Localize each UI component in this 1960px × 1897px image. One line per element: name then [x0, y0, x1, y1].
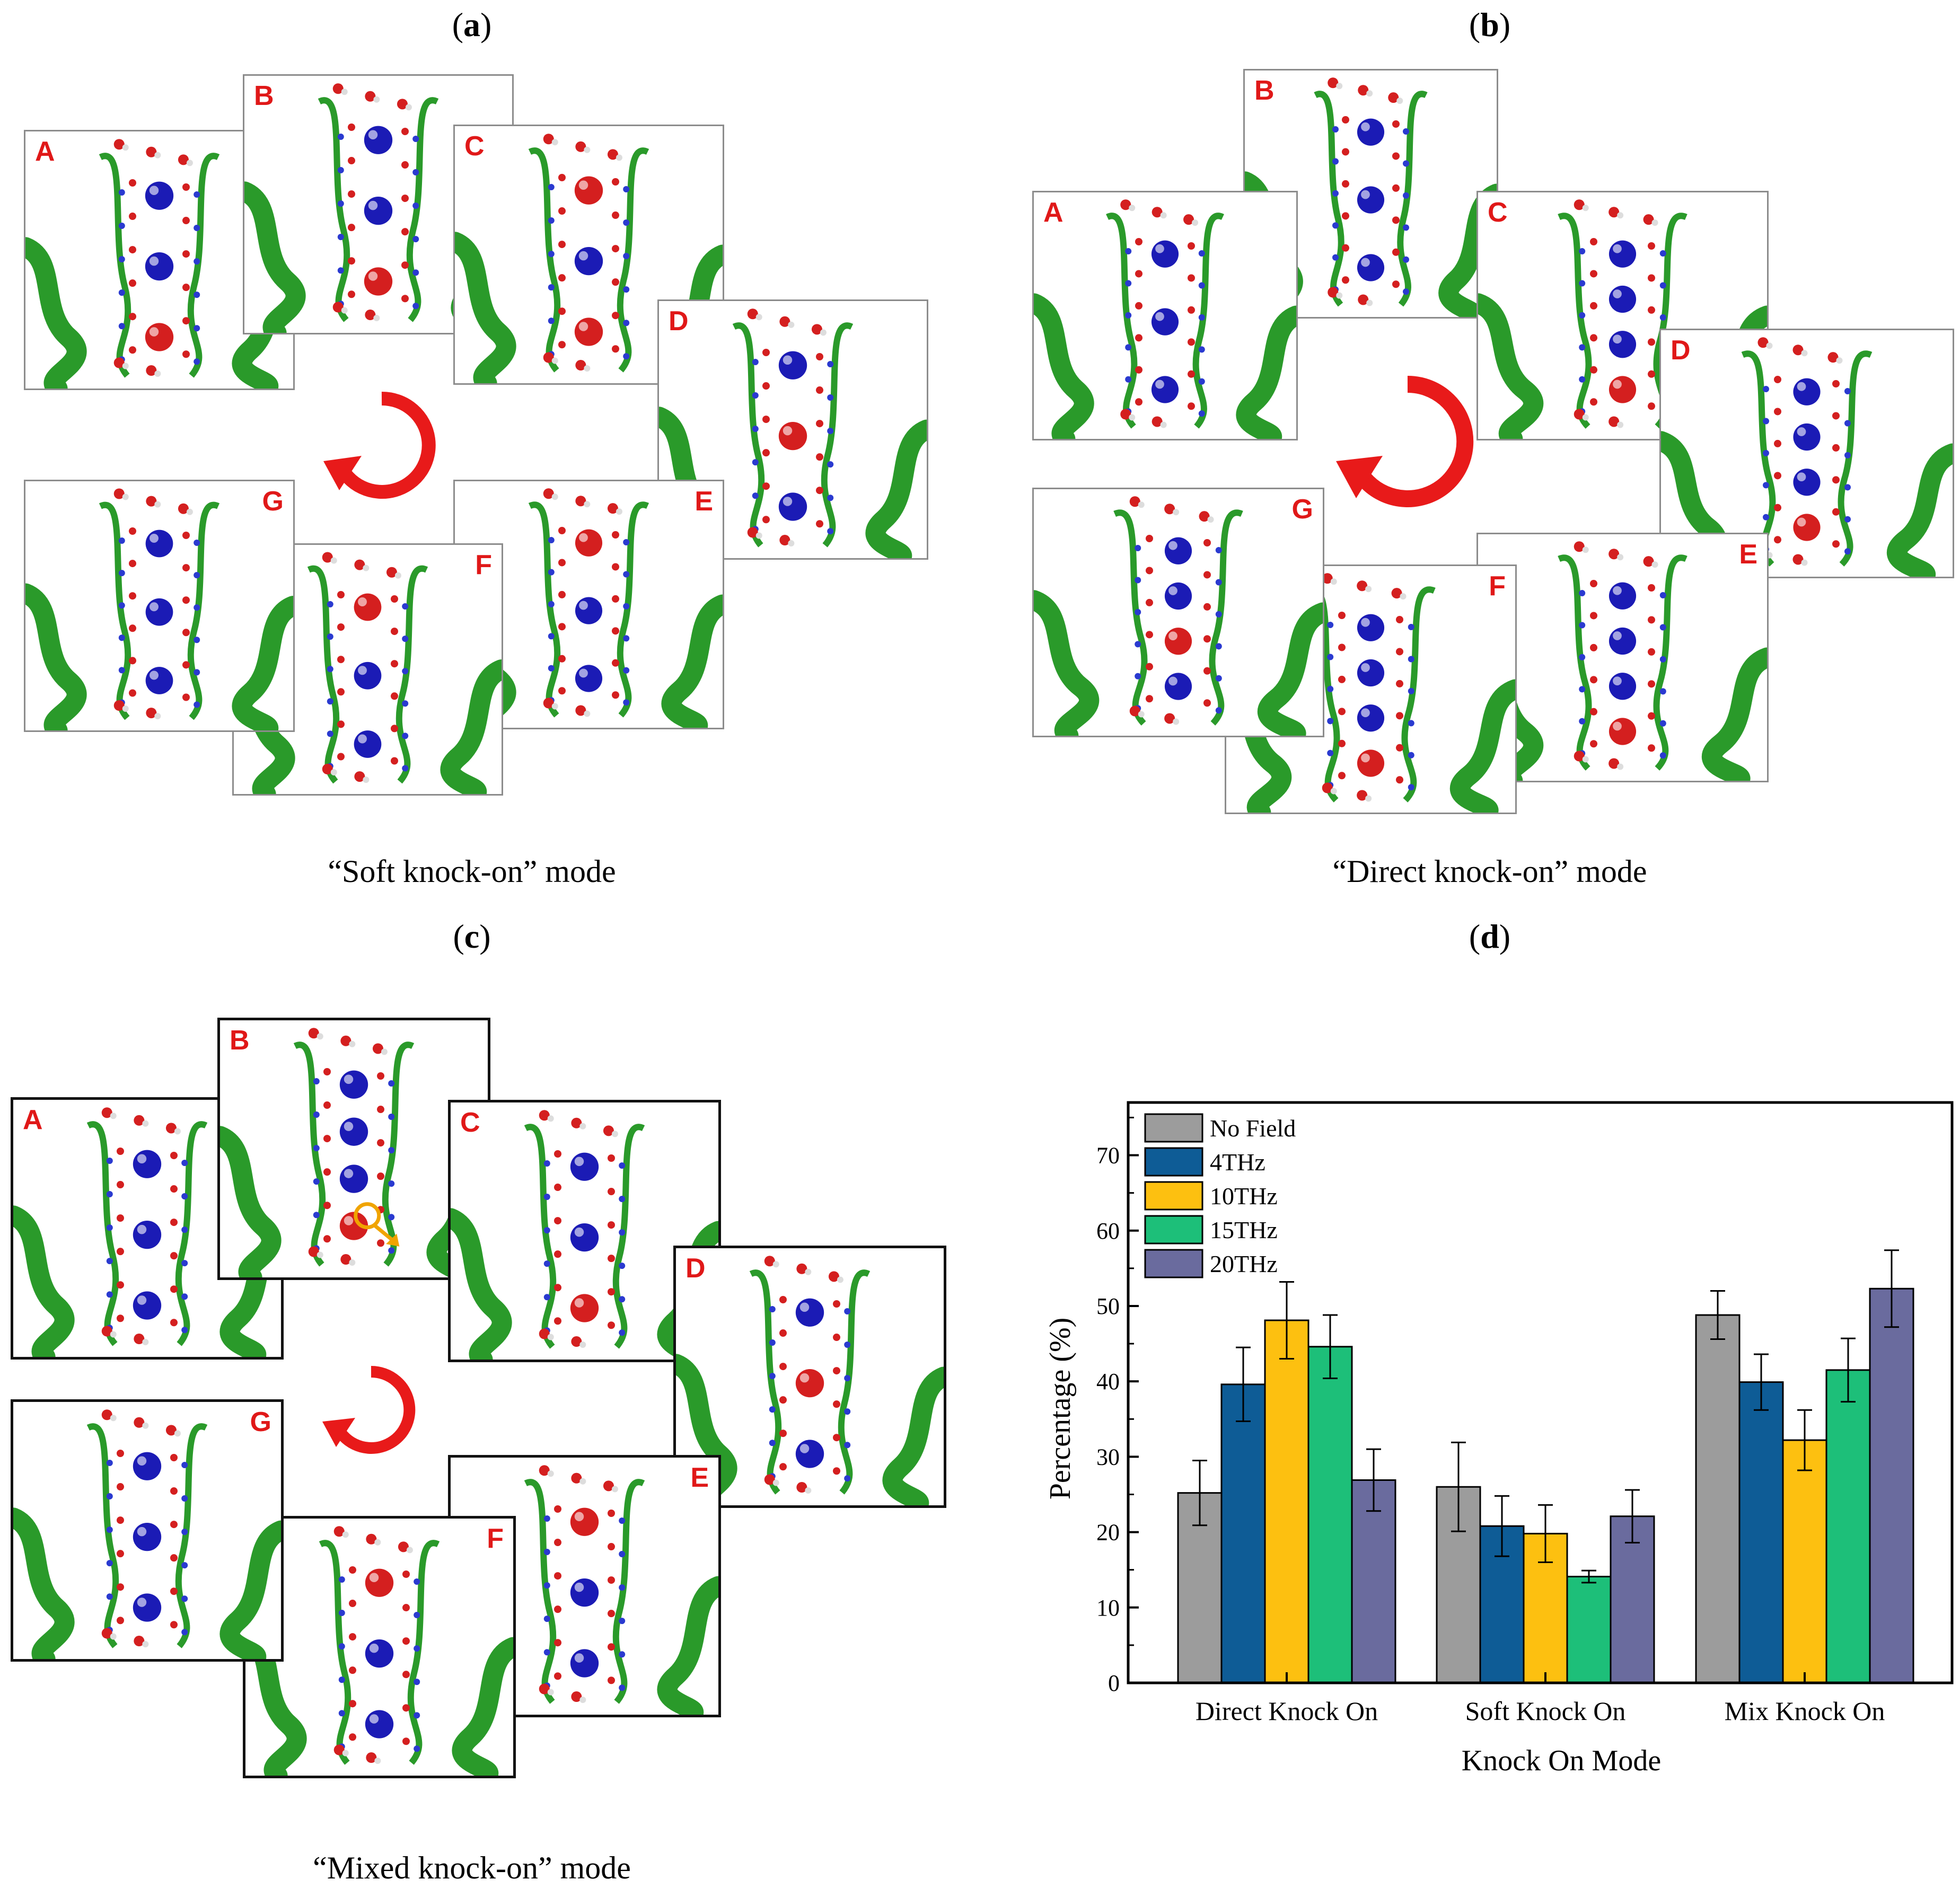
legend-label: No Field — [1210, 1115, 1296, 1142]
ion-channel-snapshot — [1034, 199, 1296, 439]
panel-letter-a: a — [463, 6, 480, 43]
x-tick-label: Direct Knock On — [1196, 1696, 1378, 1726]
frame-letter: D — [1671, 335, 1691, 366]
y-axis-title: Percentage (%) — [1044, 1318, 1077, 1500]
bar-15thz-0 — [1307, 1346, 1353, 1684]
frame-letter: C — [460, 1107, 480, 1138]
legend-label: 20THz — [1210, 1250, 1278, 1277]
caption-direct-knock-on: “Direct knock-on” mode — [1332, 854, 1647, 889]
frame-letter: B — [254, 81, 274, 111]
paren-open: ( — [1469, 6, 1481, 43]
ion-channel-snapshot — [13, 1107, 281, 1357]
frame-letter: D — [669, 306, 689, 337]
legend-swatch — [1144, 1249, 1203, 1278]
frame-letter: F — [487, 1523, 504, 1554]
y-tick-label: 70 — [1096, 1143, 1120, 1169]
frame-letter: A — [23, 1105, 43, 1135]
legend-label: 10THz — [1210, 1183, 1278, 1210]
panel-letter-b: b — [1480, 6, 1499, 43]
ion-channel-snapshot — [1478, 541, 1767, 781]
bar-4thz-2 — [1738, 1381, 1784, 1684]
paren-open: ( — [452, 6, 463, 43]
panel-label-a: (a) — [435, 5, 509, 45]
cycle-arrow-icon — [322, 1365, 416, 1454]
ion-channel-snapshot — [25, 488, 293, 730]
frame-letter: E — [695, 486, 713, 517]
frame-letter: A — [1043, 197, 1064, 228]
bar-no-field-2 — [1695, 1314, 1741, 1684]
frame-letter: A — [35, 136, 55, 167]
x-tick-label: Mix Knock On — [1725, 1696, 1885, 1726]
y-tick-label: 10 — [1096, 1595, 1120, 1621]
paren-open: ( — [1469, 917, 1481, 955]
y-tick-label: 20 — [1096, 1520, 1120, 1546]
bar-15thz-2 — [1825, 1369, 1871, 1684]
panel-label-b: (b) — [1453, 5, 1527, 45]
frame-letter: C — [1488, 197, 1508, 228]
frame-letter: F — [475, 550, 492, 580]
legend-label: 15THz — [1210, 1216, 1278, 1243]
frame-letter: G — [262, 486, 284, 517]
snapshot-frame-a-d: D — [657, 299, 928, 560]
cycle-arrow-icon — [323, 391, 436, 499]
frame-letter: B — [1254, 75, 1275, 106]
ion-channel-snapshot — [13, 1409, 281, 1659]
frame-letter: E — [690, 1462, 709, 1493]
ion-channel-snapshot — [245, 1526, 513, 1776]
x-tick-label: Soft Knock On — [1465, 1696, 1626, 1726]
frame-letter: F — [1489, 571, 1506, 602]
x-axis-title: Knock On Mode — [1462, 1744, 1661, 1777]
panel-label-d: (d) — [1453, 917, 1527, 956]
paren-close: ) — [1499, 6, 1511, 43]
bar-20thz-0 — [1351, 1479, 1396, 1684]
snapshot-frame-c-g: G — [11, 1399, 284, 1662]
paren-close: ) — [479, 917, 491, 955]
snapshot-frame-b-a: A — [1032, 191, 1298, 440]
knock-on-mode-bar-chart: 0 10 20 30 40 50 60 70 Direct Knock On Soft Knock… — [1044, 1101, 1954, 1777]
cycle-arrow-icon — [1336, 375, 1474, 507]
frame-letter: C — [464, 131, 485, 162]
frame-letter: D — [685, 1253, 706, 1284]
paren-open: ( — [453, 917, 464, 955]
bar-10thz-0 — [1264, 1319, 1309, 1684]
y-tick-label: 50 — [1096, 1293, 1120, 1319]
caption-soft-knock-on: “Soft knock-on” mode — [328, 854, 616, 889]
frame-letter: B — [230, 1025, 250, 1056]
panel-letter-c: c — [464, 917, 480, 955]
bar-15thz-1 — [1566, 1575, 1612, 1684]
y-tick-label: 0 — [1108, 1670, 1120, 1696]
frame-letter: G — [250, 1407, 271, 1437]
legend-swatch — [1144, 1147, 1203, 1177]
paren-close: ) — [1499, 917, 1511, 955]
bar-20thz-2 — [1869, 1287, 1914, 1684]
y-tick-label: 30 — [1096, 1444, 1120, 1470]
bar-20thz-1 — [1610, 1515, 1655, 1684]
panel-letter-d: d — [1480, 917, 1499, 955]
plot-frame — [1127, 1101, 1954, 1684]
legend-swatch — [1144, 1181, 1203, 1211]
bar-4thz-0 — [1220, 1383, 1266, 1684]
ion-channel-snapshot — [1034, 496, 1323, 736]
panel-label-c: (c) — [435, 917, 509, 956]
legend-label: 4THz — [1210, 1149, 1265, 1176]
snapshot-frame-c-f: F — [243, 1516, 516, 1778]
caption-mixed-knock-on: “Mixed knock-on” mode — [313, 1850, 631, 1885]
paren-close: ) — [480, 6, 492, 43]
y-tick-label: 60 — [1096, 1218, 1120, 1244]
y-tick-label: 40 — [1096, 1369, 1120, 1395]
legend-swatch — [1144, 1113, 1203, 1143]
bar-10thz-2 — [1782, 1439, 1827, 1684]
snapshot-frame-a-g: G — [24, 480, 295, 732]
legend-swatch — [1144, 1215, 1203, 1245]
migration-arrow-icon — [354, 1202, 400, 1247]
frame-letter: E — [1739, 539, 1757, 570]
snapshot-frame-b-g: G — [1032, 488, 1324, 737]
snapshot-frame-b-e: E — [1476, 533, 1769, 782]
frame-letter: G — [1291, 494, 1313, 525]
